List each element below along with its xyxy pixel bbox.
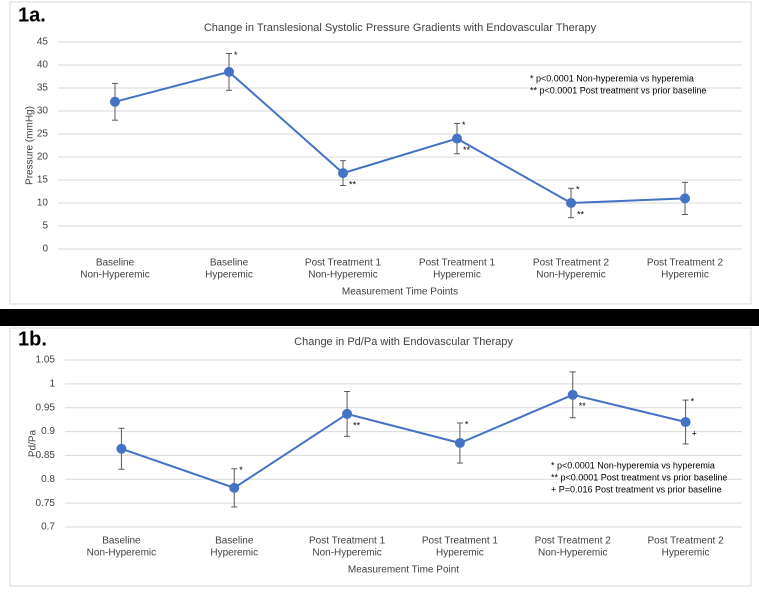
data-point <box>454 438 465 449</box>
significance-marker: + <box>692 428 697 438</box>
y-tick-label: 15 <box>37 175 49 186</box>
data-point <box>680 417 691 428</box>
x-tick-label: Non-Hyperemic <box>308 270 377 281</box>
x-tick-label: Post Treatment 1 <box>419 258 496 269</box>
data-point <box>566 198 576 208</box>
x-tick-label: Non-Hyperemic <box>312 548 381 559</box>
footnote: ** p<0.0001 Post treatment vs prior base… <box>551 472 727 482</box>
y-tick-label: 45 <box>37 37 49 48</box>
panel-border <box>9 1 752 305</box>
x-tick-label: Non-Hyperemic <box>538 548 607 559</box>
significance-marker: * <box>234 50 238 60</box>
y-tick-label: 0.95 <box>36 402 56 413</box>
significance-marker: * <box>462 120 466 130</box>
x-tick-label: Baseline <box>215 536 254 547</box>
data-point <box>110 96 120 107</box>
data-point <box>680 193 690 204</box>
separator-bar <box>0 309 759 326</box>
y-tick-label: 20 <box>37 152 49 163</box>
significance-marker: ** <box>577 209 585 219</box>
x-tick-label: Hyperemic <box>436 548 484 559</box>
significance-marker: ** <box>579 401 587 411</box>
x-tick-label: Baseline <box>102 536 141 547</box>
y-tick-label: 0.8 <box>41 474 55 485</box>
data-line <box>121 393 686 489</box>
significance-marker: ** <box>349 179 357 189</box>
x-tick-label: Baseline <box>96 258 135 269</box>
panel-label: 1b. <box>18 328 47 350</box>
footnote: * p<0.0001 Non-hyperemia vs hyperemia <box>530 73 694 83</box>
significance-marker: * <box>576 185 580 195</box>
y-tick-label: 30 <box>37 106 49 117</box>
chart-title: Change in Pd/Pa with Endovascular Therap… <box>294 336 513 348</box>
x-tick-label: Hyperemic <box>205 270 253 281</box>
y-tick-label: 0.85 <box>36 450 56 461</box>
x-tick-label: Post Treatment 2 <box>648 536 725 547</box>
panel-label: 1a. <box>18 4 46 26</box>
y-tick-label: 25 <box>37 129 49 140</box>
x-tick-label: Post Treatment 2 <box>535 536 612 547</box>
footnote: + P=0.016 Post treatment vs prior baseli… <box>551 484 722 494</box>
y-tick-label: 35 <box>37 83 49 94</box>
data-point <box>452 133 462 144</box>
significance-marker: ** <box>463 145 471 155</box>
x-tick-label: Post Treatment 1 <box>422 536 499 547</box>
data-point <box>224 66 234 77</box>
y-tick-label: 40 <box>37 60 49 71</box>
y-axis-title: Pd/Pa <box>28 429 39 457</box>
y-tick-label: 0.9 <box>41 426 55 437</box>
x-tick-label: Post Treatment 2 <box>533 258 610 269</box>
data-point <box>229 482 240 493</box>
x-axis-title: Measurement Time Point <box>348 565 459 576</box>
x-tick-label: Post Treatment 1 <box>309 536 386 547</box>
y-tick-label: 1 <box>49 378 55 389</box>
panel-border <box>9 327 752 587</box>
significance-marker: * <box>239 465 243 475</box>
x-tick-label: Non-Hyperemic <box>536 270 605 281</box>
data-point <box>342 408 353 419</box>
data-point <box>338 168 348 179</box>
x-tick-label: Hyperemic <box>661 270 709 281</box>
footnote: * p<0.0001 Non-hyperemia vs hyperemia <box>551 460 715 470</box>
significance-marker: ** <box>353 420 361 430</box>
x-tick-label: Hyperemic <box>210 548 258 559</box>
y-tick-label: 5 <box>42 221 48 232</box>
chart-title: Change in Translesional Systolic Pressur… <box>204 22 597 34</box>
x-axis-title: Measurement Time Points <box>342 287 458 298</box>
y-tick-label: 1.05 <box>36 355 56 366</box>
y-tick-label: 0 <box>42 244 48 255</box>
x-tick-label: Post Treatment 2 <box>647 258 724 269</box>
data-point <box>116 443 127 454</box>
y-tick-label: 10 <box>37 198 49 209</box>
y-tick-label: 0.75 <box>36 498 56 509</box>
footnote: ** p<0.0001 Post treatment vs prior base… <box>530 85 706 95</box>
x-tick-label: Post Treatment 1 <box>305 258 382 269</box>
x-tick-label: Hyperemic <box>662 548 710 559</box>
y-tick-label: 0.7 <box>41 522 55 533</box>
x-tick-label: Hyperemic <box>433 270 481 281</box>
x-tick-label: Non-Hyperemic <box>87 548 156 559</box>
data-point <box>567 389 578 400</box>
y-axis-title: Pressure (mmHg) <box>25 106 36 185</box>
x-tick-label: Baseline <box>210 258 249 269</box>
data-line <box>114 70 686 205</box>
x-tick-label: Non-Hyperemic <box>80 270 149 281</box>
significance-marker: * <box>691 396 695 406</box>
significance-marker: * <box>465 419 469 429</box>
